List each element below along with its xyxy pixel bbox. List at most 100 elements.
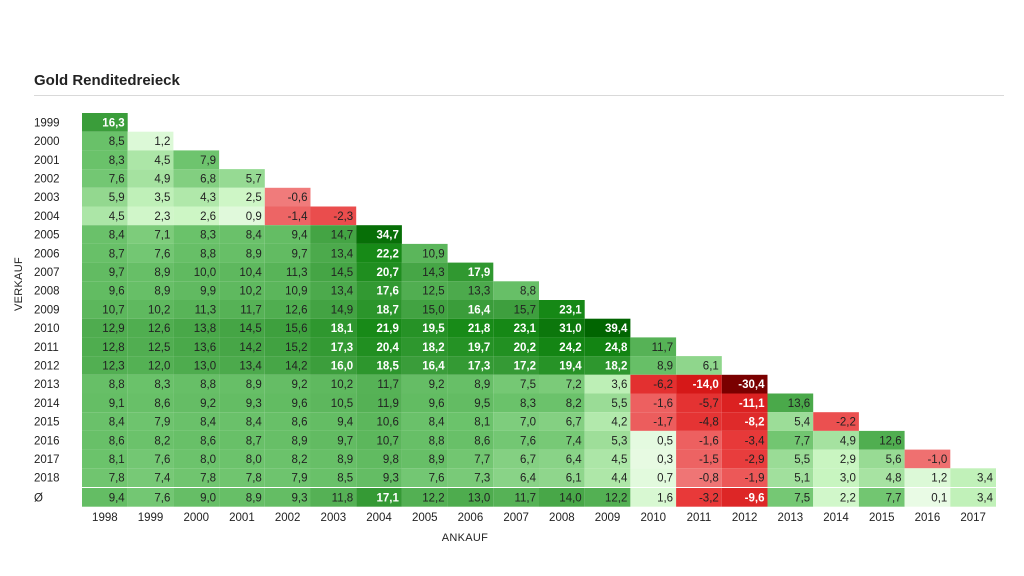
heatmap-cell-label: 8,7 <box>109 248 125 260</box>
heatmap-cell-fill <box>356 262 402 282</box>
heatmap-cell-label: -2,3 <box>333 211 353 223</box>
heatmap-cell-label: 8,5 <box>337 473 353 485</box>
heatmap-cell-label: 17,3 <box>468 360 490 372</box>
heatmap-cell-label: 8,2 <box>154 435 170 447</box>
heatmap-cell-fill <box>173 300 220 319</box>
heatmap-cell: 8,3 <box>173 225 220 244</box>
x-tick-label: 2009 <box>595 512 621 524</box>
heatmap-cell-fill <box>173 412 220 431</box>
heatmap-cell-label: 1,2 <box>154 136 170 148</box>
heatmap-cell: 11,7 <box>356 374 402 394</box>
heatmap-cell-label: 14,0 <box>559 492 581 504</box>
average-cell: 11,8 <box>310 488 357 507</box>
heatmap-cell-fill <box>356 430 402 450</box>
heatmap-cell-label: 2,6 <box>200 211 216 223</box>
heatmap-cell-fill <box>82 187 128 207</box>
chart-title: Gold Renditedreieck <box>34 72 180 89</box>
heatmap-cell-label: 8,1 <box>109 454 125 466</box>
heatmap-cell-label: 8,0 <box>246 454 262 466</box>
heatmap-cell-fill <box>219 430 265 450</box>
heatmap-cell: 11,9 <box>356 393 402 413</box>
heatmap-cell: 8,8 <box>173 243 220 263</box>
heatmap-cell: -8,2 <box>721 412 768 431</box>
heatmap-cell-label: 13,6 <box>194 342 216 354</box>
heatmap-cell-fill <box>264 281 311 300</box>
heatmap-cell-fill <box>310 337 357 357</box>
heatmap-cell-label: -1,4 <box>288 211 308 223</box>
heatmap-cell: 18,2 <box>401 337 448 357</box>
heatmap-cell-fill <box>82 488 128 507</box>
heatmap-cell-fill <box>904 449 951 469</box>
heatmap-cell-fill <box>219 187 265 207</box>
heatmap-cell: 7,6 <box>401 468 448 487</box>
heatmap-cell: 8,7 <box>219 430 265 450</box>
heatmap-cell-fill <box>82 225 128 244</box>
heatmap-cell-fill <box>630 430 677 450</box>
heatmap-cell-label: -5,7 <box>699 398 719 410</box>
heatmap-cell-fill <box>904 468 951 487</box>
heatmap-cell: 6,7 <box>539 412 585 431</box>
heatmap-cell: -2,9 <box>721 449 768 469</box>
heatmap-cell: 9,7 <box>82 262 128 282</box>
heatmap-cell-label: 8,6 <box>109 435 125 447</box>
heatmap-cell-label: 6,1 <box>566 473 582 485</box>
heatmap-cell: 2,3 <box>127 206 174 226</box>
heatmap-cell: 14,2 <box>219 337 265 357</box>
heatmap-cell: 5,7 <box>219 169 265 188</box>
average-cell: 1,6 <box>630 488 677 507</box>
heatmap-cell-fill <box>127 300 174 319</box>
heatmap-cell-label: 7,8 <box>200 473 216 485</box>
heatmap-cell: 9,7 <box>310 430 357 450</box>
heatmap-cell-label: 8,8 <box>429 435 445 447</box>
heatmap-cell-label: 10,9 <box>285 286 307 298</box>
heatmap-cell-label: 13,4 <box>331 248 354 260</box>
heatmap-cell-fill <box>264 374 311 394</box>
heatmap-cell: 0,3 <box>630 449 677 469</box>
heatmap-cell: -11,1 <box>721 393 768 413</box>
heatmap-cell: 13,6 <box>173 337 220 357</box>
y-tick-label: 2013 <box>34 379 60 391</box>
heatmap-cell-fill <box>356 243 402 263</box>
heatmap-cell-fill <box>584 393 631 413</box>
heatmap-cell: 5,5 <box>584 393 631 413</box>
heatmap-cell-label: 2,5 <box>246 192 262 204</box>
heatmap-cell: 24,8 <box>584 337 631 357</box>
title-divider <box>34 95 1004 96</box>
x-tick-label: 1999 <box>138 512 164 524</box>
heatmap-cell-fill <box>767 412 814 431</box>
heatmap-cell: 8,3 <box>82 150 128 170</box>
heatmap-cell-label: 8,9 <box>429 454 445 466</box>
heatmap-cell-label: 8,9 <box>246 379 262 391</box>
heatmap-cell: 5,9 <box>82 187 128 207</box>
heatmap-cell-fill <box>676 430 722 450</box>
heatmap-cell-fill <box>219 206 265 226</box>
heatmap-cell-fill <box>584 412 631 431</box>
average-cell: 7,7 <box>858 488 905 507</box>
heatmap-cell-label: 8,4 <box>429 417 446 429</box>
heatmap-cell: 3,4 <box>950 468 996 487</box>
heatmap-cell-label: 13,4 <box>331 286 354 298</box>
heatmap-cell: 9,4 <box>264 225 311 244</box>
x-tick-label: 2013 <box>778 512 804 524</box>
heatmap-cell-fill <box>310 468 357 487</box>
heatmap-cell-fill <box>173 318 220 338</box>
heatmap-cell-fill <box>310 318 357 338</box>
heatmap-cell-label: 7,5 <box>520 379 536 391</box>
heatmap-cell-fill <box>676 468 722 487</box>
y-tick-label: 2006 <box>34 248 60 260</box>
heatmap-cell-label: -14,0 <box>693 379 719 391</box>
heatmap-cell: 7,4 <box>127 468 174 487</box>
heatmap-cell-label: 5,6 <box>886 454 902 466</box>
heatmap-cell-fill <box>356 337 402 357</box>
heatmap-cell-label: 8,3 <box>200 230 216 242</box>
heatmap-cell-fill <box>310 488 357 507</box>
heatmap-cell-label: 24,8 <box>605 342 628 354</box>
heatmap-cell-fill <box>676 393 722 413</box>
heatmap-cell: 8,0 <box>173 449 220 469</box>
heatmap-cell: 9,9 <box>173 281 220 300</box>
x-tick-label: 1998 <box>92 512 118 524</box>
heatmap-cell: -2,2 <box>813 412 859 431</box>
heatmap-cell-label: -0,6 <box>288 192 308 204</box>
heatmap-cell: 4,5 <box>127 150 174 170</box>
heatmap-cell-label: -1,7 <box>653 417 673 429</box>
